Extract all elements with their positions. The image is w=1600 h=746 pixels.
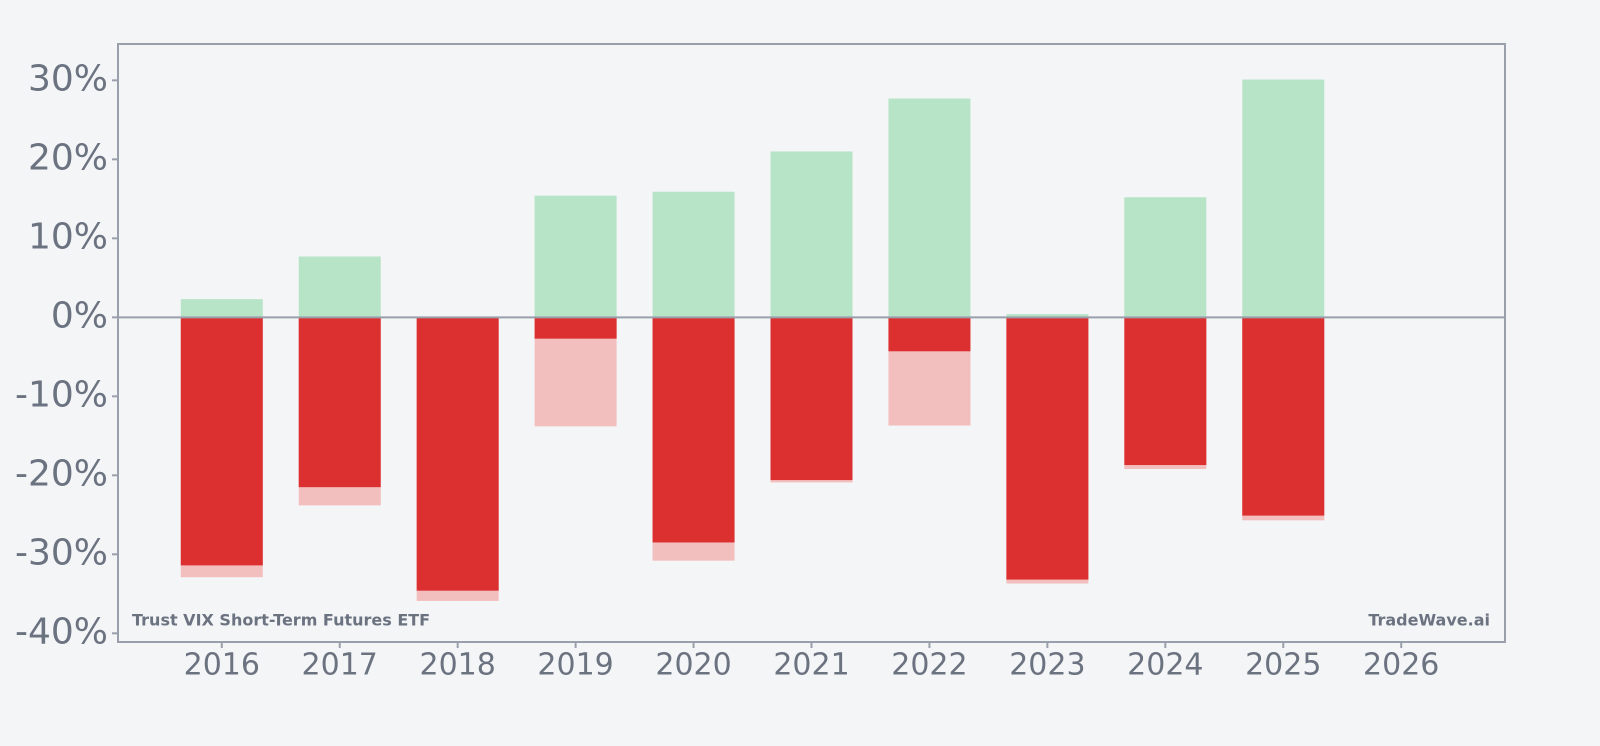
x-tick-label: 2020 xyxy=(655,648,731,683)
bar xyxy=(1124,197,1207,318)
x-tick-label: 2023 xyxy=(1009,648,1085,683)
x-tick-label: 2016 xyxy=(184,648,260,683)
y-tick-label: -40% xyxy=(15,611,108,652)
annotation: TradeWave.ai xyxy=(1368,611,1490,630)
bar xyxy=(1124,317,1207,466)
bar xyxy=(180,317,263,566)
bar xyxy=(534,317,617,339)
x-tick-label: 2018 xyxy=(419,648,495,683)
y-tick-label: -30% xyxy=(15,532,108,573)
bar xyxy=(534,195,617,318)
x-tick-label: 2019 xyxy=(537,648,613,683)
annotation: Trust VIX Short-Term Futures ETF xyxy=(132,611,430,630)
y-tick-label: 20% xyxy=(28,137,108,178)
bar xyxy=(888,317,971,352)
x-tick-label: 2025 xyxy=(1245,648,1321,683)
x-tick-label: 2024 xyxy=(1127,648,1203,683)
bar xyxy=(1006,317,1089,580)
y-tick-label: 30% xyxy=(28,58,108,99)
bar xyxy=(1242,317,1325,516)
bar xyxy=(1006,314,1089,318)
bar xyxy=(298,256,381,318)
bar xyxy=(652,317,735,543)
x-tick-label: 2017 xyxy=(302,648,378,683)
bar xyxy=(416,317,499,591)
x-tick-label: 2022 xyxy=(891,648,967,683)
x-tick-label: 2021 xyxy=(773,648,849,683)
y-tick-label: -10% xyxy=(15,374,108,415)
bar xyxy=(770,151,853,318)
y-tick-label: 10% xyxy=(28,216,108,257)
bar xyxy=(652,191,735,318)
y-tick-label: 0% xyxy=(51,295,108,336)
bar xyxy=(180,299,263,318)
bar xyxy=(298,317,381,488)
bar xyxy=(888,98,971,318)
y-tick-label: -20% xyxy=(15,453,108,494)
bar xyxy=(770,317,853,481)
x-tick-label: 2026 xyxy=(1363,648,1439,683)
bar xyxy=(1242,79,1325,318)
